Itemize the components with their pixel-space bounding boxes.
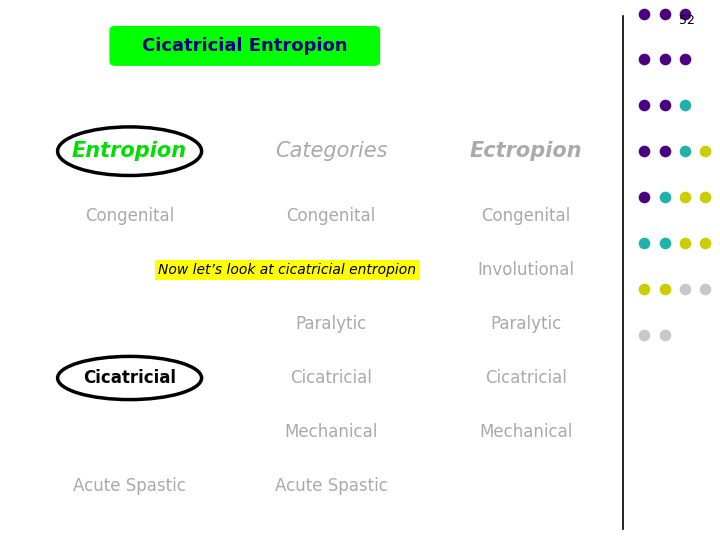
Point <box>679 147 690 156</box>
Point <box>679 9 690 18</box>
Text: Categories: Categories <box>275 141 387 161</box>
Text: Cicatricial: Cicatricial <box>83 369 176 387</box>
Point <box>699 147 711 156</box>
Point <box>659 9 670 18</box>
Point <box>659 101 670 110</box>
Text: Cicatricial: Cicatricial <box>485 369 567 387</box>
Point <box>699 193 711 201</box>
Point <box>639 285 650 293</box>
Text: Involutional: Involutional <box>283 261 379 279</box>
FancyBboxPatch shape <box>109 26 380 66</box>
Point <box>659 55 670 64</box>
Point <box>679 239 690 247</box>
Text: Mechanical: Mechanical <box>284 423 378 441</box>
Point <box>659 193 670 201</box>
Text: Cicatricial: Cicatricial <box>290 369 372 387</box>
Text: Ectropion: Ectropion <box>469 141 582 161</box>
Text: Mechanical: Mechanical <box>479 423 572 441</box>
Text: Congenital: Congenital <box>481 207 570 225</box>
Text: Cicatricial Entropion: Cicatricial Entropion <box>142 37 348 55</box>
Point <box>639 55 650 64</box>
Text: Congenital: Congenital <box>85 207 174 225</box>
Text: Acute Spastic: Acute Spastic <box>275 477 387 495</box>
Text: Now let’s look at cicatricial entropion: Now let’s look at cicatricial entropion <box>158 263 416 277</box>
Point <box>699 239 711 247</box>
Point <box>679 193 690 201</box>
Point <box>659 239 670 247</box>
Point <box>659 285 670 293</box>
Point <box>639 9 650 18</box>
Point <box>679 285 690 293</box>
Point <box>679 101 690 110</box>
Text: Involutional: Involutional <box>477 261 574 279</box>
Point <box>659 147 670 156</box>
Text: 52: 52 <box>679 14 695 26</box>
Text: Entropion: Entropion <box>72 141 187 161</box>
Text: Paralytic: Paralytic <box>490 315 561 333</box>
Point <box>639 193 650 201</box>
Point <box>639 147 650 156</box>
Text: Congenital: Congenital <box>287 207 376 225</box>
Point <box>659 330 670 339</box>
Point <box>699 285 711 293</box>
Point <box>679 55 690 64</box>
Point <box>639 330 650 339</box>
Text: Paralytic: Paralytic <box>296 315 366 333</box>
Text: Acute Spastic: Acute Spastic <box>73 477 186 495</box>
Point <box>639 239 650 247</box>
Point <box>639 101 650 110</box>
